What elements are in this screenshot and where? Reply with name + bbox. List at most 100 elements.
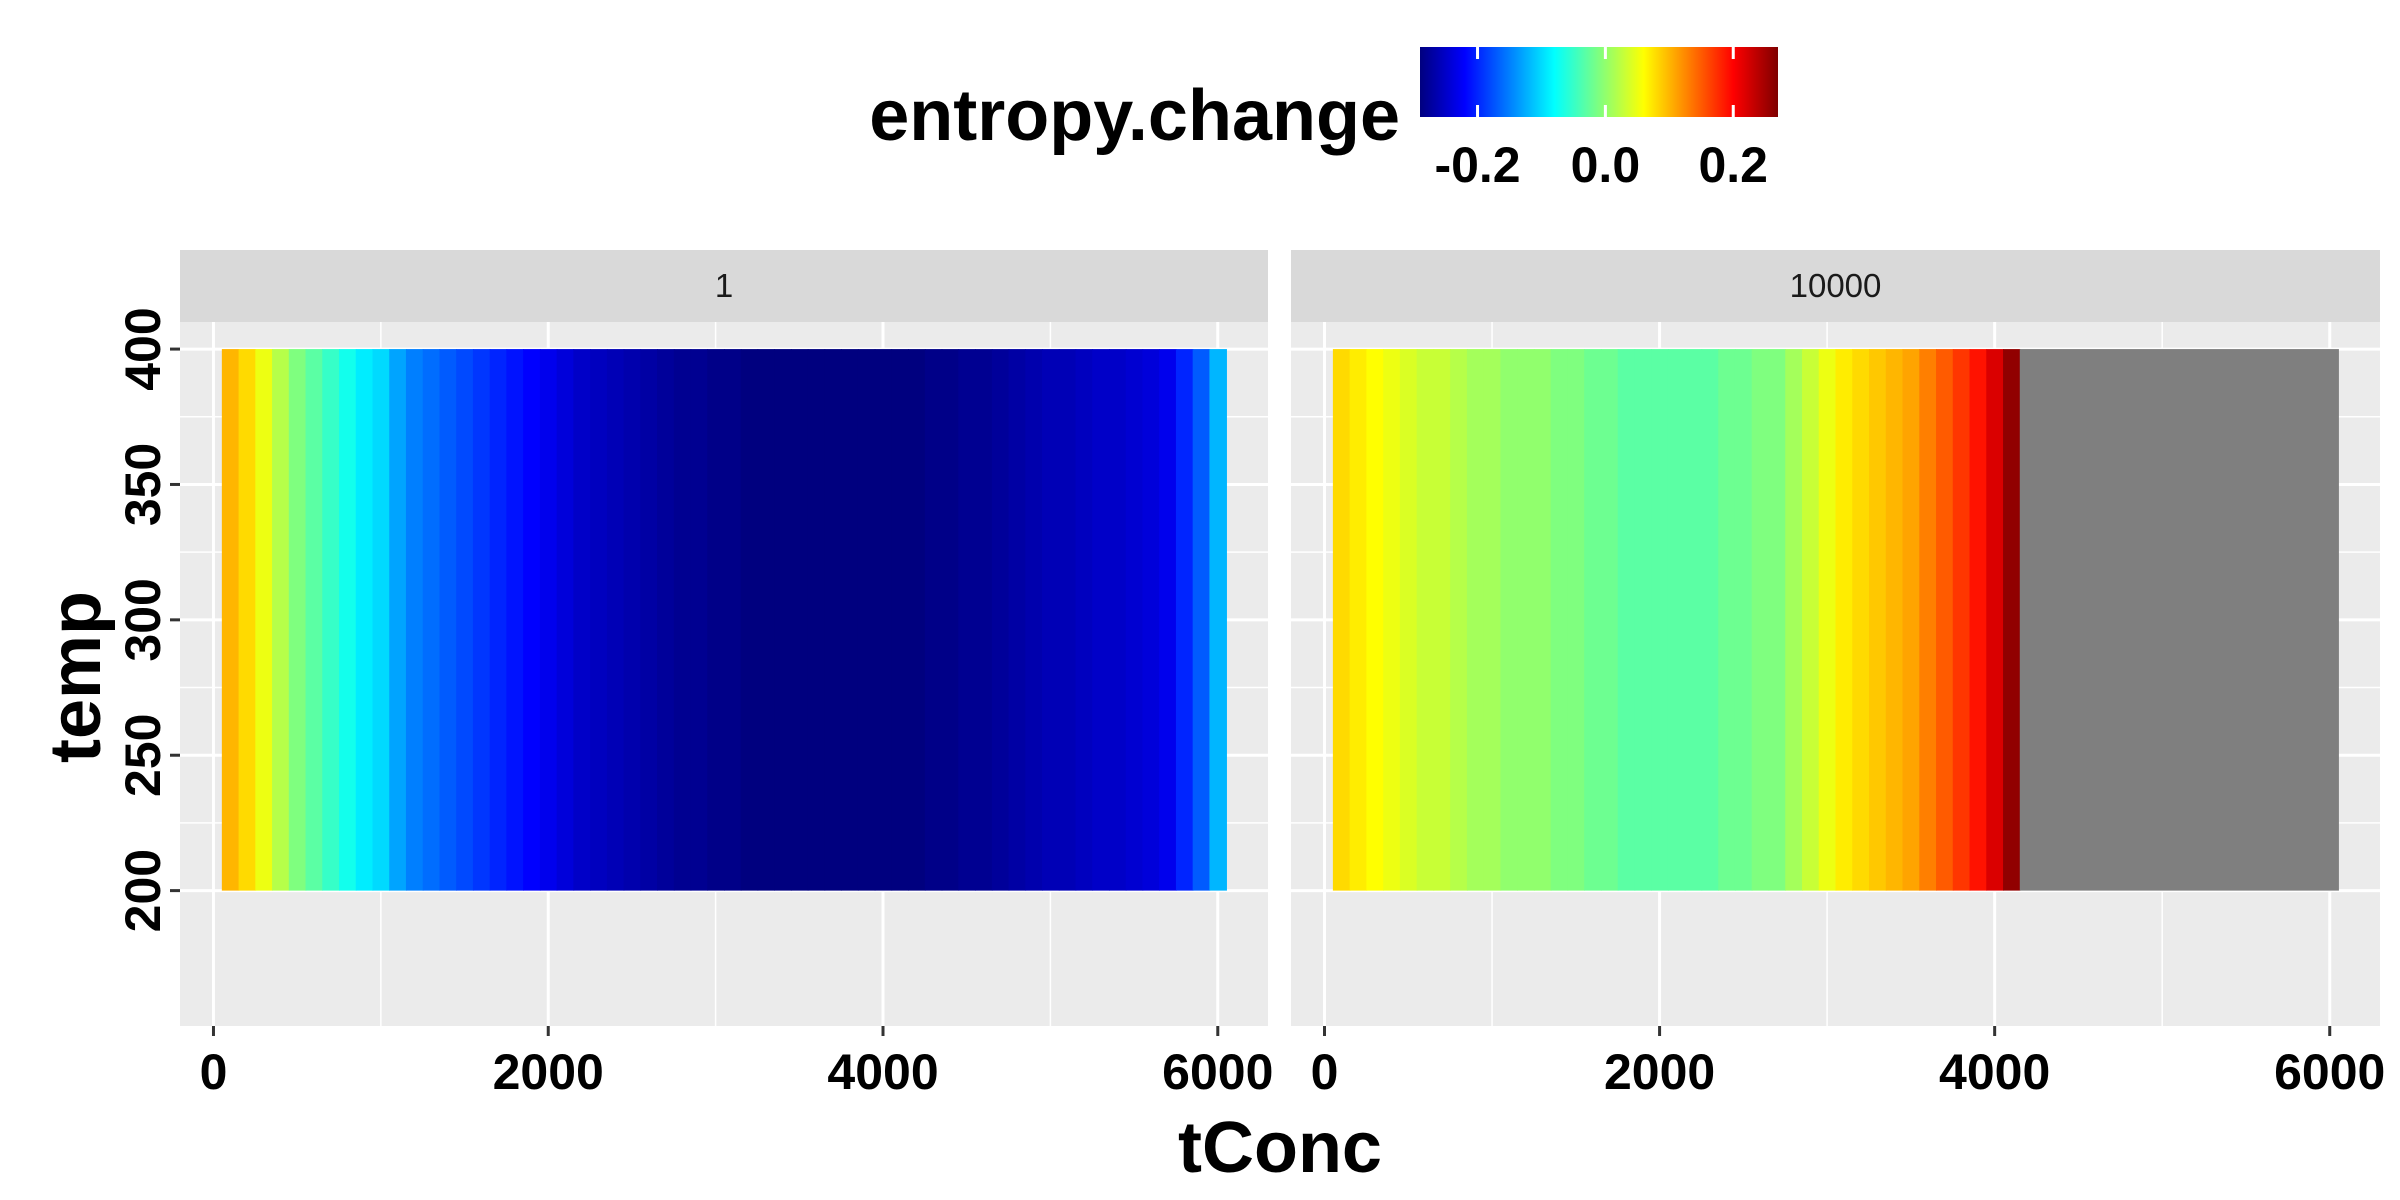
- heatmap-tile: [238, 349, 257, 891]
- heatmap-tile: [924, 349, 943, 891]
- heatmap-tile: [673, 349, 692, 891]
- x-tick-label: 0: [1311, 1044, 1339, 1100]
- x-tick-label: 2000: [493, 1044, 604, 1100]
- heatmap-tile: [422, 349, 441, 891]
- heatmap-tile: [1835, 349, 1854, 891]
- heatmap-tile: [1852, 349, 1870, 891]
- y-tick-label: 400: [115, 307, 171, 390]
- x-tick-label: 6000: [2274, 1044, 2385, 1100]
- heatmap-tile: [1008, 349, 1027, 891]
- heatmap-tile: [472, 349, 491, 891]
- facet-strip: [1291, 250, 2380, 322]
- heatmap-tile: [1075, 349, 1094, 891]
- heatmap-tile: [590, 349, 608, 891]
- heatmap-tile: [221, 349, 240, 891]
- heatmap-tile: [1399, 349, 1418, 891]
- y-tick-label: 200: [115, 849, 171, 932]
- x-tick-label: 0: [200, 1044, 228, 1100]
- heatmap-tile: [1718, 349, 1736, 891]
- heatmap-tile: [1108, 349, 1127, 891]
- heatmap-tile: [1751, 349, 1770, 891]
- heatmap-tile: [1142, 349, 1160, 891]
- heatmap-tile: [1600, 349, 1619, 891]
- heatmap-tile: [1701, 349, 1720, 891]
- heatmap-tile: [1768, 349, 1787, 891]
- heatmap-tile: [1734, 349, 1753, 891]
- heatmap-tile: [1517, 349, 1535, 891]
- heatmap-tile: [606, 349, 625, 891]
- heatmap-tile: [1869, 349, 1887, 891]
- legend-tick-label: 0.2: [1698, 137, 1768, 193]
- heatmap-tile: [255, 349, 273, 891]
- heatmap-tile: [958, 349, 976, 891]
- heatmap-tile: [1192, 349, 1211, 891]
- heatmap-tile: [389, 349, 407, 891]
- x-tick-label: 4000: [1939, 1044, 2050, 1100]
- heatmap-tile: [975, 349, 993, 891]
- heatmap-tile: [1936, 349, 1954, 891]
- heatmap-tile: [1885, 349, 1904, 891]
- heatmap-tile: [841, 349, 859, 891]
- heatmap-tile: [305, 349, 324, 891]
- facet-strip: [180, 250, 1268, 322]
- heatmap-tile: [1332, 349, 1351, 891]
- heatmap-tile: [1801, 349, 1820, 891]
- heatmap-tile: [1919, 349, 1937, 891]
- heatmap-tile: [2003, 349, 2021, 891]
- x-tick-label: 2000: [1604, 1044, 1715, 1100]
- heatmap-tile: [339, 349, 357, 891]
- heatmap-tile: [456, 349, 474, 891]
- heatmap-tile: [1058, 349, 1077, 891]
- heatmap-tile: [288, 349, 307, 891]
- legend-colorbar: [1420, 47, 1778, 117]
- heatmap-tile: [372, 349, 391, 891]
- heatmap-tile: [539, 349, 558, 891]
- heatmap-tile: [640, 349, 658, 891]
- x-axis-title: tConc: [1178, 1108, 1382, 1188]
- heatmap-tile: [1550, 349, 1569, 891]
- heatmap-tile: [623, 349, 642, 891]
- heatmap-tile: [1450, 349, 1468, 891]
- heatmap-tile: [355, 349, 374, 891]
- heatmap-tile: [1433, 349, 1451, 891]
- heatmap-tile: [439, 349, 457, 891]
- heatmap-tile: [1025, 349, 1043, 891]
- heatmap-tile: [941, 349, 960, 891]
- heatmap-tile: [1584, 349, 1602, 891]
- heatmap-tile: [1952, 349, 1971, 891]
- facet-panel-1: 1 0 2000 4000 6000 200 250 300 350 400: [115, 250, 1273, 1100]
- heatmap-tile: [1349, 349, 1368, 891]
- x-tick-label: 4000: [827, 1044, 938, 1100]
- heatmap-tile: [1986, 349, 2004, 891]
- heatmap-tile: [2019, 349, 2339, 891]
- heatmap-tile: [272, 349, 290, 891]
- heatmap-tile: [1383, 349, 1401, 891]
- heatmap-tile: [1042, 349, 1060, 891]
- facet-strip-label: 10000: [1790, 267, 1882, 304]
- x-tick-label: 6000: [1162, 1044, 1273, 1100]
- heatmap-tile: [1818, 349, 1837, 891]
- heatmap-tile: [774, 349, 792, 891]
- heatmap-tile: [707, 349, 725, 891]
- heatmap-tile: [1175, 349, 1194, 891]
- heatmap-tile: [1416, 349, 1435, 891]
- heatmap-tile: [1634, 349, 1653, 891]
- y-tick-label: 350: [115, 443, 171, 526]
- heatmap-tile: [824, 349, 842, 891]
- heatmap-tile: [1092, 349, 1110, 891]
- legend-tick-label: 0.0: [1571, 137, 1641, 193]
- colorbar-legend: entropy.change -0.2 0.0 0.2: [869, 47, 1778, 193]
- y-axis-title: temp: [36, 591, 116, 763]
- heatmap-tile: [506, 349, 524, 891]
- heatmap-tile: [1969, 349, 1988, 891]
- facet-strip-label: 1: [715, 267, 733, 304]
- heatmap-tile: [1567, 349, 1585, 891]
- heatmap-tile: [1125, 349, 1144, 891]
- heatmap-tile: [322, 349, 340, 891]
- heatmap-tile: [573, 349, 591, 891]
- heatmap-tile: [908, 349, 926, 891]
- legend-title: entropy.change: [869, 76, 1400, 156]
- heatmap-tile: [891, 349, 909, 891]
- heatmap-tile: [991, 349, 1010, 891]
